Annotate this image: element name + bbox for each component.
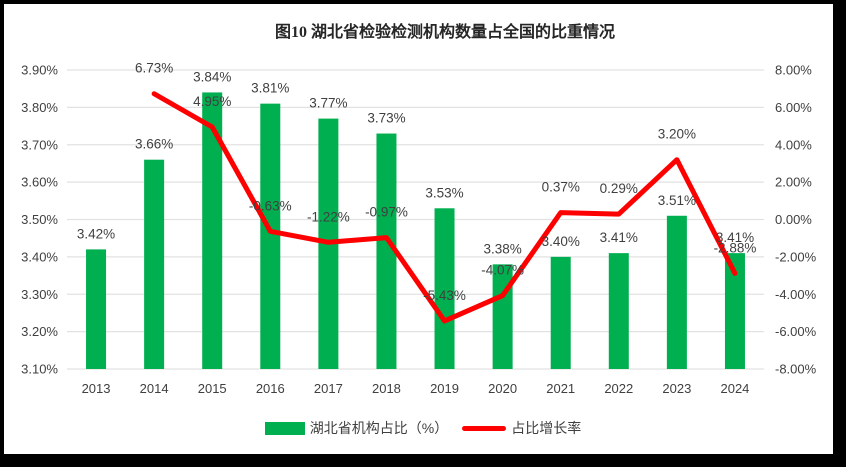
bar-data-label: 3.81% bbox=[251, 81, 289, 96]
chart-canvas bbox=[4, 4, 833, 454]
bar bbox=[550, 256, 571, 369]
line-data-label: -1.22% bbox=[307, 209, 350, 224]
bar bbox=[492, 264, 513, 369]
legend: 湖北省机构占比（%） 占比增长率 bbox=[0, 418, 846, 438]
bar bbox=[202, 92, 223, 370]
x-axis-label: 2023 bbox=[662, 381, 691, 396]
line-data-label: 0.29% bbox=[600, 181, 638, 196]
bar bbox=[434, 208, 455, 369]
bar-data-label: 3.42% bbox=[77, 226, 115, 241]
x-axis-label: 2014 bbox=[140, 381, 169, 396]
legend-item-bar-series: 湖北省机构占比（%） bbox=[264, 418, 449, 438]
bar bbox=[666, 215, 687, 369]
bar bbox=[724, 253, 745, 369]
x-axis-label: 2024 bbox=[720, 381, 749, 396]
bar bbox=[260, 103, 281, 369]
line-data-label: -2.88% bbox=[714, 240, 757, 255]
right-axis-tick: -8.00% bbox=[775, 362, 817, 377]
bar bbox=[86, 249, 107, 369]
right-axis-tick: 4.00% bbox=[775, 137, 812, 152]
bar bbox=[608, 253, 629, 369]
left-axis-tick: 3.50% bbox=[21, 212, 58, 227]
left-axis-tick: 3.40% bbox=[21, 249, 58, 264]
bar-data-label: 3.66% bbox=[135, 137, 173, 152]
right-axis-tick: -6.00% bbox=[775, 324, 817, 339]
bar-series-swatch bbox=[264, 421, 305, 435]
bar-data-label: 3.77% bbox=[309, 96, 347, 111]
left-axis-tick: 3.60% bbox=[21, 175, 58, 190]
line-data-label: -5.43% bbox=[423, 288, 466, 303]
bar-data-label: 3.40% bbox=[542, 234, 580, 249]
chart-title: 图10 湖北省检验检测机构数量占全国的比重情况 bbox=[274, 24, 615, 41]
line-data-label: 0.37% bbox=[542, 180, 580, 195]
line-series-swatch bbox=[462, 425, 507, 431]
legend-item-line-series: 占比增长率 bbox=[462, 418, 581, 438]
bar bbox=[376, 133, 397, 369]
line-data-label: 6.73% bbox=[135, 61, 173, 76]
left-axis-tick: 3.90% bbox=[21, 63, 58, 78]
x-axis-label: 2021 bbox=[546, 381, 575, 396]
line-data-label: 4.95% bbox=[193, 94, 231, 109]
x-axis-label: 2019 bbox=[430, 381, 459, 396]
bar-data-label: 3.41% bbox=[716, 230, 754, 245]
line-series bbox=[151, 91, 738, 324]
right-axis-tick: 8.00% bbox=[775, 63, 812, 78]
x-axis-label: 2022 bbox=[604, 381, 633, 396]
line-data-label: -4.07% bbox=[481, 263, 524, 278]
bar-data-label: 3.53% bbox=[425, 185, 463, 200]
bar bbox=[144, 159, 165, 369]
line-series-label: 占比增长率 bbox=[511, 420, 582, 436]
x-axis-label: 2013 bbox=[82, 381, 111, 396]
right-axis-tick: -4.00% bbox=[775, 287, 817, 302]
left-axis-tick: 3.10% bbox=[21, 362, 58, 377]
x-axis-label: 2015 bbox=[198, 381, 227, 396]
x-axis-label: 2018 bbox=[372, 381, 401, 396]
bar-series-label: 湖北省机构占比（%） bbox=[309, 420, 449, 436]
right-axis-tick: 0.00% bbox=[775, 212, 812, 227]
x-axis-label: 2017 bbox=[314, 381, 343, 396]
line-data-label: -0.63% bbox=[249, 198, 292, 213]
bar-data-label: 3.38% bbox=[483, 241, 521, 256]
left-axis-tick: 3.30% bbox=[21, 287, 58, 302]
left-axis-tick: 3.20% bbox=[21, 324, 58, 339]
left-axis-tick: 3.80% bbox=[21, 100, 58, 115]
right-axis-tick: 6.00% bbox=[775, 100, 812, 115]
bar-data-label: 3.73% bbox=[367, 111, 405, 126]
bar-data-label: 3.41% bbox=[600, 230, 638, 245]
bar-data-label: 3.51% bbox=[658, 193, 696, 208]
x-axis-label: 2020 bbox=[488, 381, 517, 396]
line-data-label: -0.97% bbox=[365, 205, 408, 220]
x-axis-label: 2016 bbox=[256, 381, 285, 396]
bar-data-label: 3.84% bbox=[193, 69, 231, 84]
left-axis-tick: 3.70% bbox=[21, 137, 58, 152]
right-axis-tick: -2.00% bbox=[775, 249, 817, 264]
right-axis-tick: 2.00% bbox=[775, 175, 812, 190]
line-data-label: 3.20% bbox=[658, 127, 696, 142]
